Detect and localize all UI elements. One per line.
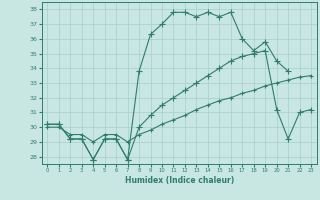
X-axis label: Humidex (Indice chaleur): Humidex (Indice chaleur) <box>124 176 234 185</box>
